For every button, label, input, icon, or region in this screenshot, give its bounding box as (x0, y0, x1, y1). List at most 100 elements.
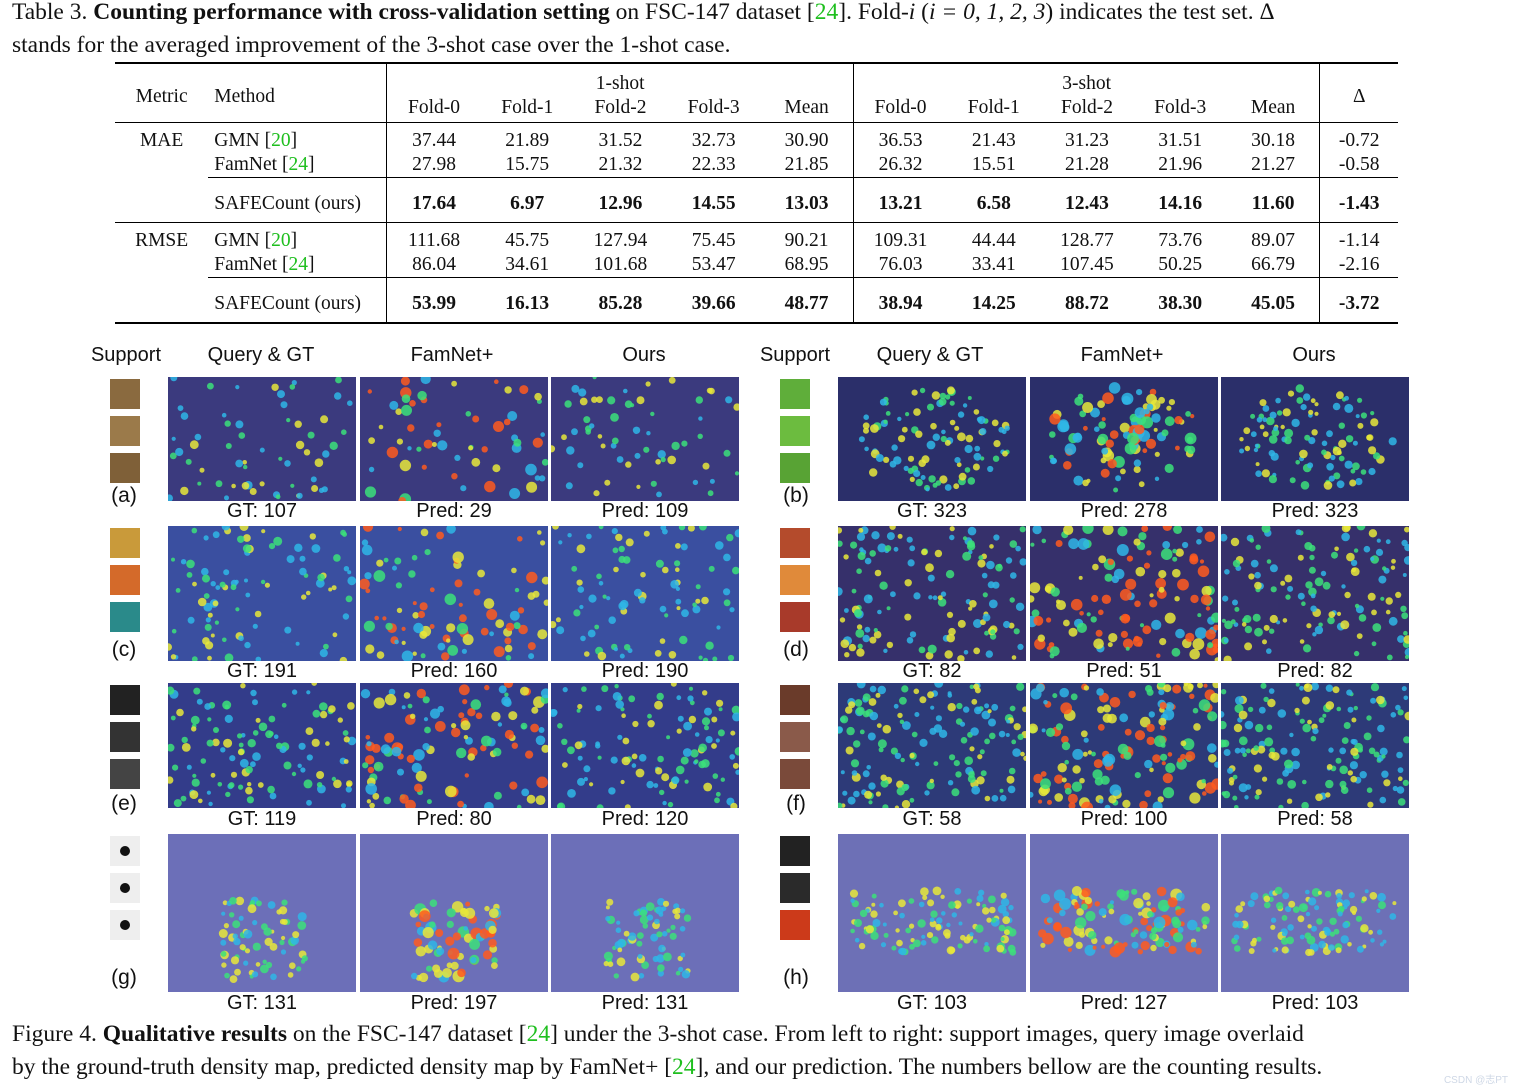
citation-link[interactable]: 24 (288, 254, 308, 275)
density-map-image (360, 526, 548, 661)
density-blob (505, 655, 512, 661)
density-blob (189, 790, 199, 799)
density-blob (1175, 445, 1180, 451)
density-blob (988, 718, 996, 727)
density-blob (1079, 611, 1084, 616)
citation-link[interactable]: 20 (271, 230, 291, 251)
density-blob (456, 623, 469, 635)
density-blob (342, 613, 350, 620)
density-blob (1281, 937, 1289, 945)
density-blob (221, 962, 227, 968)
density-blob (245, 766, 253, 774)
density-blob (175, 588, 181, 593)
density-blob (1076, 622, 1087, 633)
citation-link[interactable]: 24 (814, 0, 839, 25)
density-blob (913, 408, 921, 416)
density-blob (689, 700, 695, 706)
citation-link[interactable]: 24 (672, 1054, 696, 1080)
citation-link[interactable]: 24 (288, 154, 308, 175)
density-blob (422, 743, 430, 751)
citation-link[interactable]: 24 (526, 1021, 551, 1047)
density-blob (1242, 752, 1247, 758)
density-blob (262, 959, 267, 964)
density-blob (342, 730, 349, 736)
density-blob (583, 416, 591, 424)
density-blob (1232, 795, 1238, 801)
density-blob (928, 595, 933, 600)
density-blob (953, 483, 960, 490)
density-blob (314, 458, 324, 467)
density-blob (526, 481, 538, 493)
density-blob (656, 491, 662, 498)
density-blob (1134, 424, 1145, 435)
density-blob (247, 739, 256, 748)
density-blob (1304, 932, 1312, 940)
density-blob (346, 782, 352, 788)
density-blob (864, 626, 871, 633)
density-blob (1342, 921, 1349, 929)
support-image (110, 528, 140, 558)
density-blob (706, 387, 713, 394)
density-blob (692, 602, 697, 608)
density-blob (1081, 801, 1093, 808)
density-blob (858, 436, 865, 443)
density-blob (989, 906, 996, 914)
support-image (780, 836, 810, 866)
density-blob (1156, 653, 1161, 658)
density-blob (273, 536, 283, 546)
density-blob (229, 897, 237, 905)
density-blob (625, 461, 632, 468)
density-blob (1372, 623, 1382, 632)
density-blob (723, 449, 731, 457)
density-blob (1092, 563, 1099, 571)
density-blob (207, 655, 212, 661)
density-blob (1312, 632, 1317, 637)
density-blob (1328, 611, 1336, 618)
count-result: GT: 119 (227, 808, 297, 830)
density-blob (731, 705, 739, 715)
density-blob (594, 624, 600, 630)
table-caption-label: Table 3. (12, 0, 88, 25)
density-blob (662, 900, 670, 907)
density-blob (297, 912, 307, 922)
density-blob (1082, 751, 1088, 757)
density-blob (869, 468, 878, 477)
density-blob (1299, 639, 1305, 644)
density-blob (984, 942, 989, 947)
density-blob (413, 622, 424, 634)
density-blob (1093, 759, 1103, 769)
density-blob (1151, 927, 1158, 934)
density-blob (947, 703, 956, 712)
density-blob (1010, 572, 1017, 579)
support-image (780, 379, 810, 409)
best-value: 11.60 (1251, 193, 1295, 214)
density-blob (1122, 614, 1131, 622)
density-blob (725, 396, 733, 404)
density-blob (1318, 717, 1325, 724)
density-blob (1287, 924, 1294, 931)
density-blob (677, 955, 683, 962)
density-blob (915, 430, 923, 438)
density-blob (368, 466, 375, 473)
density-blob (1284, 759, 1293, 769)
density-blob (904, 579, 912, 587)
citation-link[interactable]: 20 (271, 130, 291, 151)
density-blob (967, 540, 975, 548)
density-blob (1266, 416, 1275, 426)
density-blob (1133, 465, 1141, 474)
density-blob (1054, 774, 1064, 784)
density-blob (252, 730, 259, 736)
density-blob (695, 598, 701, 604)
density-blob (396, 438, 403, 445)
density-blob (1355, 414, 1360, 419)
support-image (110, 565, 140, 595)
density-blob (1165, 762, 1176, 773)
density-blob (733, 403, 739, 411)
density-blob (281, 702, 287, 708)
density-blob (1175, 548, 1184, 557)
density-blob (492, 747, 502, 757)
density-blob (1255, 470, 1262, 477)
density-blob (617, 734, 623, 740)
density-blob (608, 616, 616, 624)
density-blob (1296, 397, 1304, 404)
